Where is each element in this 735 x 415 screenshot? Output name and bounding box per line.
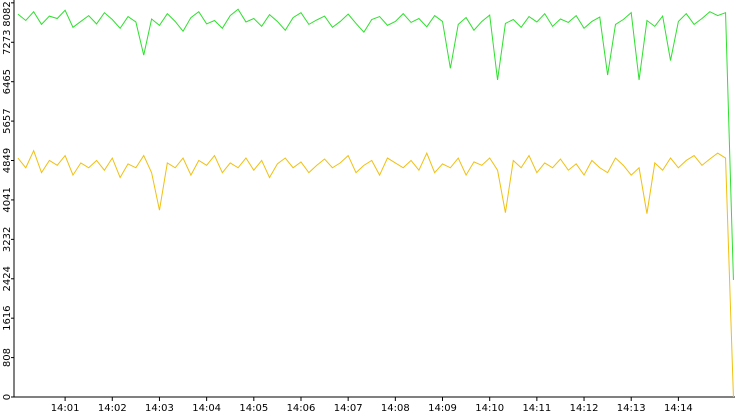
- x-tick-label: 14:03: [145, 403, 174, 414]
- x-tick-label: 14:05: [239, 403, 268, 414]
- y-tick-label: 6465: [2, 69, 13, 94]
- x-tick-label: 14:12: [570, 403, 599, 414]
- x-tick-label: 14:07: [334, 403, 363, 414]
- x-tick-label: 14:08: [381, 403, 410, 414]
- y-tick-label: 2424: [2, 266, 13, 291]
- y-tick-label: 7273: [2, 30, 13, 55]
- y-tick-label: 4849: [2, 148, 13, 173]
- x-tick-label: 14:04: [192, 403, 221, 414]
- y-tick-label: 1616: [2, 305, 13, 330]
- series-line: [17, 149, 734, 398]
- series-line: [17, 8, 734, 280]
- y-tick-label: 4041: [2, 187, 13, 212]
- x-tick-label: 14:11: [522, 403, 551, 414]
- y-tick-label: 808: [2, 348, 13, 367]
- x-tick-label: 14:09: [428, 403, 457, 414]
- x-tick-label: 14:13: [617, 403, 646, 414]
- y-tick-label: 8082: [2, 1, 13, 26]
- x-tick-label: 14:14: [664, 403, 693, 414]
- y-tick-label: 3232: [2, 227, 13, 252]
- y-tick-label: 0: [2, 394, 13, 400]
- y-tick-label: 5657: [2, 108, 13, 133]
- x-tick-label: 14:01: [51, 403, 80, 414]
- x-tick-label: 14:06: [287, 403, 316, 414]
- x-tick-label: 14:02: [98, 403, 127, 414]
- x-tick-label: 14:10: [475, 403, 504, 414]
